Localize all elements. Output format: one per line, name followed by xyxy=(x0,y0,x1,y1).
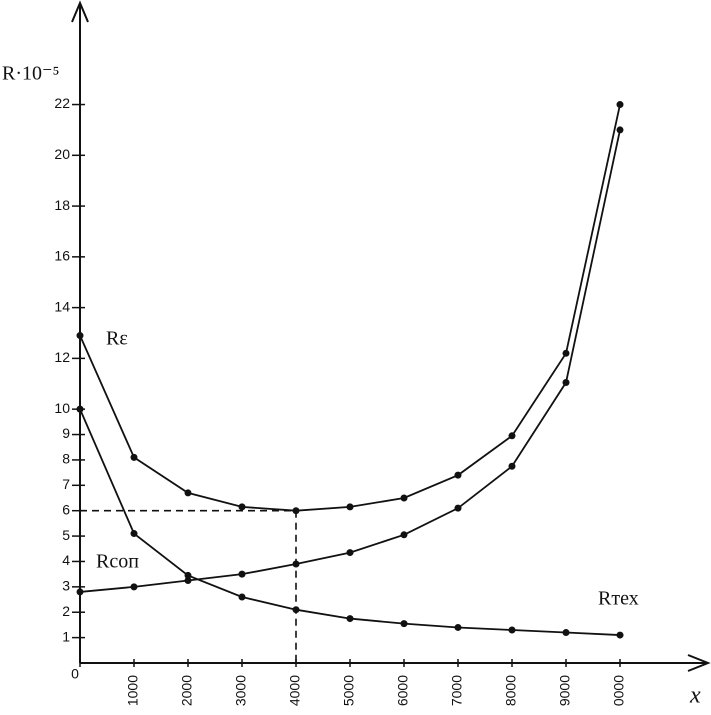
x-tick-label: 2000 xyxy=(179,675,195,706)
x-tick-label: 7000 xyxy=(449,675,465,706)
data-point xyxy=(454,623,462,631)
x-tick-label: 1000 xyxy=(125,675,141,706)
series-label: Rсоп xyxy=(96,551,139,573)
x-tick-label: 0000 xyxy=(611,675,627,706)
optimum-guide xyxy=(80,509,297,663)
data-point xyxy=(184,577,192,584)
axes xyxy=(71,0,711,672)
y-tick-label: 18 xyxy=(54,197,70,213)
data-point xyxy=(508,626,516,634)
x-tick-label: 5000 xyxy=(341,675,357,706)
x-tick-label: 4000 xyxy=(287,675,303,706)
y-tick-label: 1 xyxy=(62,628,70,644)
data-point xyxy=(400,620,408,628)
x-tick-label: 9000 xyxy=(557,675,573,706)
data-point xyxy=(184,571,192,579)
data-point xyxy=(130,583,138,591)
y-tick-label: 8 xyxy=(62,451,70,467)
data-point xyxy=(238,503,246,511)
x-tick-label: 8000 xyxy=(503,675,519,706)
y-tick-label: 10 xyxy=(54,400,70,416)
data-point xyxy=(508,432,516,440)
data-point xyxy=(238,593,246,601)
y-tick-label: 2 xyxy=(62,603,70,619)
data-point xyxy=(616,101,624,109)
y-tick-label: 20 xyxy=(54,146,70,162)
data-point xyxy=(562,379,570,386)
series-line xyxy=(79,129,621,593)
data-point xyxy=(508,462,516,470)
data-point xyxy=(76,405,84,413)
x-tick-label: 3000 xyxy=(233,675,249,706)
data-point xyxy=(562,349,570,357)
x-axis-label: x xyxy=(689,683,701,709)
data-point xyxy=(346,615,354,623)
data-point xyxy=(238,570,246,578)
y-tick-label: 4 xyxy=(62,552,70,568)
data-point xyxy=(400,494,408,502)
data-point xyxy=(76,332,84,340)
series-label: Rтех xyxy=(598,588,639,610)
series-label: Rε xyxy=(106,328,128,350)
data-point xyxy=(130,453,138,461)
y-axis-label: R·10⁻⁵ xyxy=(2,63,60,85)
data-point xyxy=(400,531,408,539)
y-tick-label: 14 xyxy=(54,298,70,314)
data-point xyxy=(616,631,624,639)
data-point xyxy=(292,606,300,614)
data-point xyxy=(562,629,570,637)
y-tick-label: 6 xyxy=(62,501,70,517)
x-tick-label: 0 xyxy=(71,666,79,682)
data-point xyxy=(454,504,462,512)
series-line xyxy=(79,408,621,636)
data-point xyxy=(76,588,84,596)
data-point xyxy=(346,503,354,511)
data-point xyxy=(346,549,354,557)
y-tick-label: 22 xyxy=(54,95,70,111)
x-tick-label: 6000 xyxy=(395,675,411,706)
data-point xyxy=(130,530,138,538)
series-line xyxy=(79,104,621,512)
y-tick-label: 12 xyxy=(54,349,70,365)
y-tick-label: 5 xyxy=(62,527,70,543)
data-point xyxy=(292,507,300,515)
y-tick-label: 16 xyxy=(54,248,70,264)
data-point xyxy=(184,489,192,497)
data-point xyxy=(292,560,300,568)
data-point xyxy=(616,126,624,134)
y-tick-label: 7 xyxy=(62,476,70,492)
data-point xyxy=(454,471,462,479)
y-tick-label: 9 xyxy=(62,425,70,441)
y-tick-label: 3 xyxy=(62,578,70,594)
